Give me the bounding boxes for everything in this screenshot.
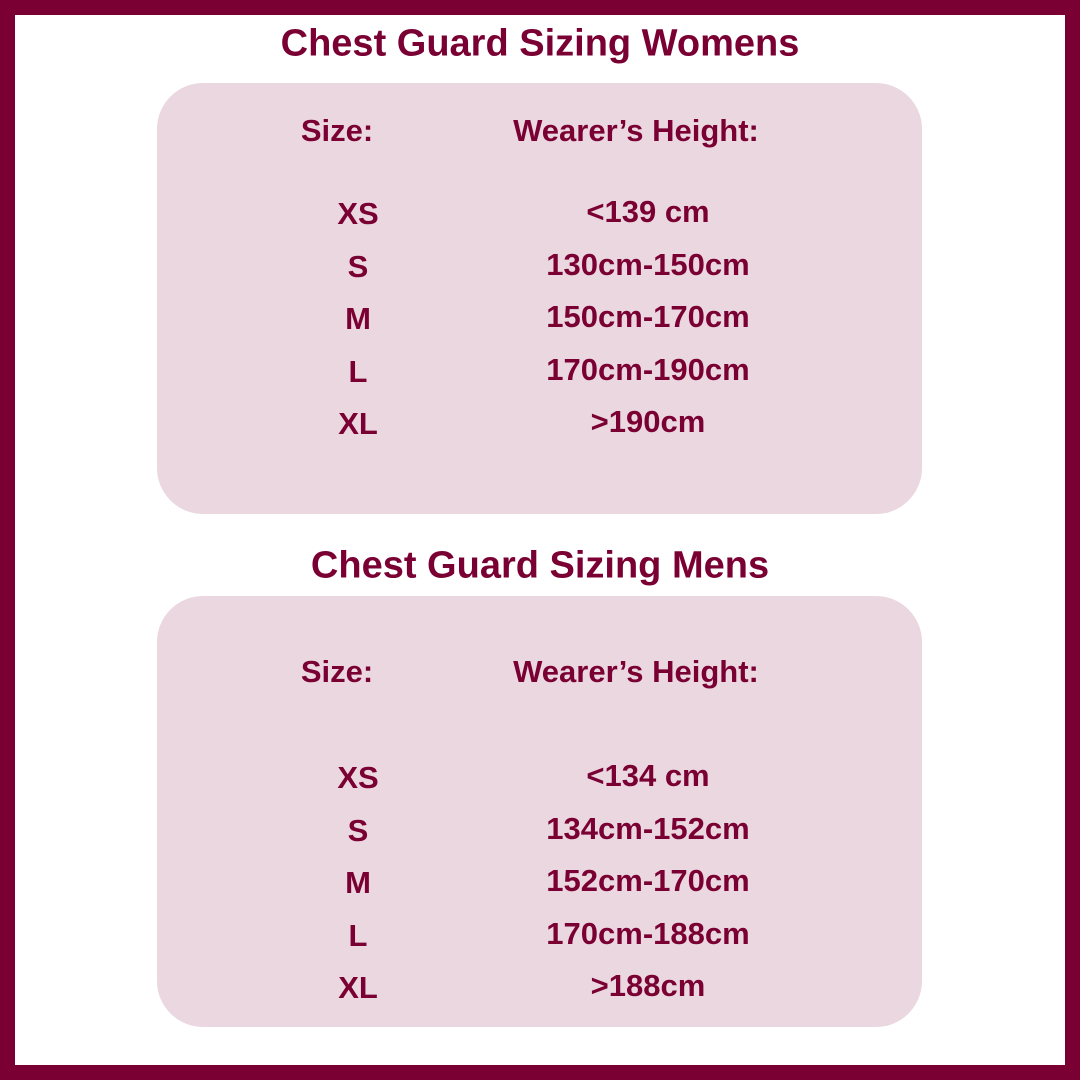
mens-height-cell: >188cm	[590, 968, 706, 1003]
womens-height-cell: 150cm-170cm	[546, 299, 750, 334]
mens-size-panel	[157, 596, 922, 1027]
womens-size-header: Size:	[300, 113, 374, 148]
womens-size-cell: S	[347, 248, 369, 284]
mens-size-cell: M	[345, 865, 371, 900]
womens-size-panel	[157, 83, 922, 514]
mens-size-cell: S	[347, 812, 369, 848]
womens-height-cell: 130cm-150cm	[546, 246, 750, 282]
womens-size-cell: XS	[337, 196, 379, 231]
womens-height-header: Wearer’s Height:	[513, 113, 759, 148]
mens-size-cell: XL	[338, 970, 378, 1005]
womens-size-cell: L	[348, 353, 368, 389]
mens-height-cell: 134cm-152cm	[546, 810, 750, 846]
womens-title: Chest Guard Sizing Womens	[280, 22, 800, 65]
mens-size-header: Size:	[300, 654, 374, 689]
mens-height-cell: <134 cm	[586, 758, 710, 793]
womens-size-cell: M	[345, 301, 371, 336]
womens-height-cell: 170cm-190cm	[546, 351, 750, 387]
mens-size-cell: XS	[337, 760, 379, 795]
mens-height-cell: 152cm-170cm	[546, 863, 750, 898]
womens-height-cell: >190cm	[590, 404, 706, 439]
mens-height-cell: 170cm-188cm	[546, 915, 750, 951]
mens-height-header: Wearer’s Height:	[513, 654, 759, 689]
womens-height-cell: <139 cm	[586, 194, 710, 229]
mens-size-cell: L	[348, 917, 368, 953]
womens-size-cell: XL	[338, 406, 378, 441]
mens-title: Chest Guard Sizing Mens	[310, 544, 770, 587]
